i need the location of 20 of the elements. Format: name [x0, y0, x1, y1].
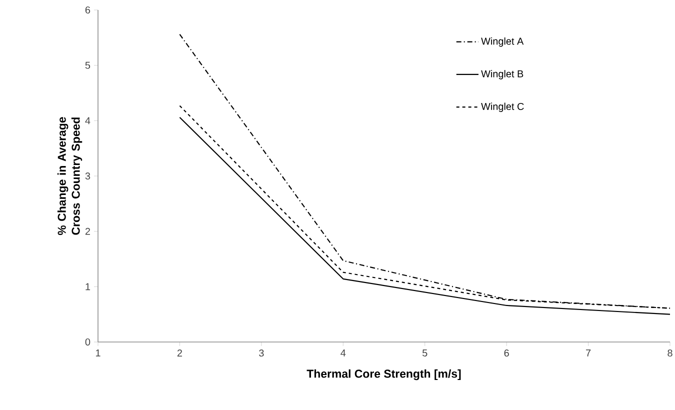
x-tick-label: 1: [96, 350, 100, 356]
legend-label: Winglet A: [481, 37, 524, 47]
y-tick-label: 2: [85, 228, 90, 235]
x-tick-label: 7: [586, 350, 591, 356]
y-tick-label: 0: [85, 338, 90, 346]
x-axis-title: Thermal Core Strength [m/s]: [306, 369, 461, 380]
y-tick-label: 1: [86, 283, 90, 290]
y-tick-label: 6: [85, 6, 90, 14]
x-tick-label: 4: [340, 350, 346, 356]
x-tick-label: 2: [177, 350, 182, 356]
x-tick-label: 6: [504, 350, 509, 357]
y-tick-label: 3: [85, 172, 90, 180]
y-tick-label: 4: [85, 117, 90, 124]
y-axis-title: % Change in Average Cross Country Speed: [57, 117, 82, 236]
x-tick-label: 8: [668, 350, 672, 357]
x-tick-label: 3: [259, 350, 264, 357]
y-tick-label: 5: [85, 62, 90, 69]
legend-label: Winglet B: [481, 70, 524, 80]
legend-label: Winglet C: [481, 102, 524, 112]
x-tick-label: 5: [422, 350, 428, 356]
